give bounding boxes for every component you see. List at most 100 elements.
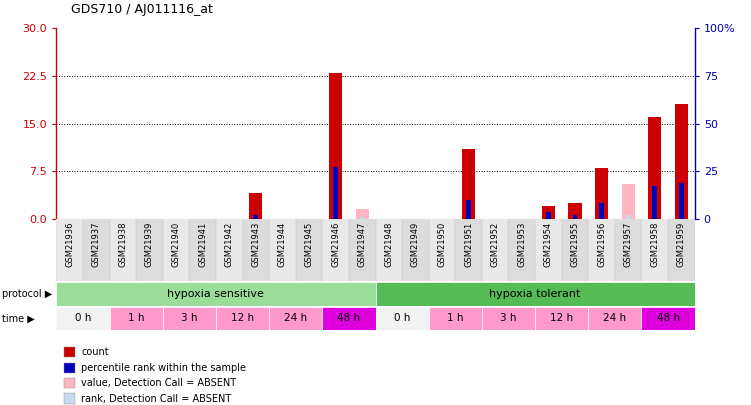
Bar [355, 209, 369, 219]
Bar [482, 219, 508, 281]
Bar [329, 73, 342, 219]
Text: 12 h: 12 h [550, 313, 573, 323]
Bar [349, 219, 376, 281]
Bar [83, 219, 110, 281]
Bar [668, 219, 695, 281]
Text: GSM21952: GSM21952 [490, 222, 499, 267]
Bar [56, 282, 376, 306]
Text: 48 h: 48 h [656, 313, 680, 323]
Bar [626, 215, 631, 219]
Text: GSM21940: GSM21940 [171, 222, 180, 267]
Bar [136, 219, 163, 281]
Text: 12 h: 12 h [231, 313, 254, 323]
Bar [648, 117, 662, 219]
Bar [599, 202, 604, 219]
Text: GSM21958: GSM21958 [650, 222, 659, 267]
Bar [508, 219, 535, 281]
Text: GSM21936: GSM21936 [65, 222, 74, 267]
Bar [322, 219, 349, 281]
Text: GSM21956: GSM21956 [597, 222, 606, 267]
Text: GSM21951: GSM21951 [464, 222, 473, 267]
Bar [569, 203, 581, 219]
Bar [482, 307, 535, 330]
Bar [674, 104, 688, 219]
Bar [595, 168, 608, 219]
Bar [333, 167, 338, 219]
Bar [376, 282, 695, 306]
Text: GSM21950: GSM21950 [438, 222, 447, 267]
Text: GSM21947: GSM21947 [357, 222, 366, 267]
Text: hypoxia sensitive: hypoxia sensitive [167, 289, 264, 299]
Text: percentile rank within the sample: percentile rank within the sample [81, 363, 246, 373]
Text: GSM21957: GSM21957 [623, 222, 632, 267]
Text: GSM21959: GSM21959 [677, 222, 686, 267]
Bar [641, 219, 668, 281]
Bar [56, 307, 110, 330]
Bar [562, 219, 588, 281]
Text: 1 h: 1 h [447, 313, 463, 323]
Text: GSM21949: GSM21949 [411, 222, 420, 267]
Bar [462, 149, 475, 219]
Bar [653, 186, 657, 219]
Bar [455, 219, 482, 281]
Text: GSM21948: GSM21948 [385, 222, 394, 267]
Text: count: count [81, 347, 109, 357]
Bar [360, 217, 364, 219]
Bar [402, 219, 429, 281]
Bar [429, 219, 455, 281]
Bar [322, 307, 376, 330]
Text: 24 h: 24 h [284, 313, 307, 323]
Text: 3 h: 3 h [500, 313, 517, 323]
Bar [535, 307, 588, 330]
Text: GSM21937: GSM21937 [92, 222, 101, 267]
Bar [163, 219, 189, 281]
Bar [615, 219, 641, 281]
Text: protocol ▶: protocol ▶ [2, 289, 52, 299]
Text: GSM21946: GSM21946 [331, 222, 340, 267]
Text: time ▶: time ▶ [2, 313, 35, 323]
Bar [572, 215, 578, 219]
Text: GSM21938: GSM21938 [119, 222, 128, 267]
Text: value, Detection Call = ABSENT: value, Detection Call = ABSENT [81, 378, 237, 388]
Bar [429, 307, 482, 330]
Bar [541, 206, 555, 219]
Text: GSM21939: GSM21939 [145, 222, 154, 267]
Bar [679, 183, 683, 219]
Text: GSM21944: GSM21944 [278, 222, 287, 267]
Bar [269, 307, 322, 330]
Bar [588, 219, 615, 281]
Bar [249, 193, 262, 219]
Text: GSM21955: GSM21955 [571, 222, 580, 267]
Bar [110, 307, 163, 330]
Text: GSM21942: GSM21942 [225, 222, 234, 267]
Text: 3 h: 3 h [181, 313, 198, 323]
Bar [466, 200, 471, 219]
Bar [376, 219, 402, 281]
Bar [56, 219, 83, 281]
Bar [622, 184, 635, 219]
Text: GSM21953: GSM21953 [517, 222, 526, 267]
Text: hypoxia tolerant: hypoxia tolerant [490, 289, 581, 299]
Bar [296, 219, 322, 281]
Bar [546, 212, 550, 219]
Bar [641, 307, 695, 330]
Text: 48 h: 48 h [337, 313, 360, 323]
Bar [535, 219, 562, 281]
Text: 24 h: 24 h [603, 313, 626, 323]
Bar [376, 307, 429, 330]
Bar [243, 219, 269, 281]
Bar [163, 307, 216, 330]
Bar [216, 219, 243, 281]
Text: 0 h: 0 h [394, 313, 410, 323]
Text: rank, Detection Call = ABSENT: rank, Detection Call = ABSENT [81, 394, 231, 403]
Bar [110, 219, 136, 281]
Bar [253, 215, 258, 219]
Text: 0 h: 0 h [75, 313, 91, 323]
Bar [189, 219, 216, 281]
Bar [588, 307, 641, 330]
Bar [269, 219, 296, 281]
Text: GSM21945: GSM21945 [304, 222, 313, 267]
Text: GDS710 / AJ011116_at: GDS710 / AJ011116_at [71, 3, 213, 16]
Text: GSM21941: GSM21941 [198, 222, 207, 267]
Text: 1 h: 1 h [128, 313, 144, 323]
